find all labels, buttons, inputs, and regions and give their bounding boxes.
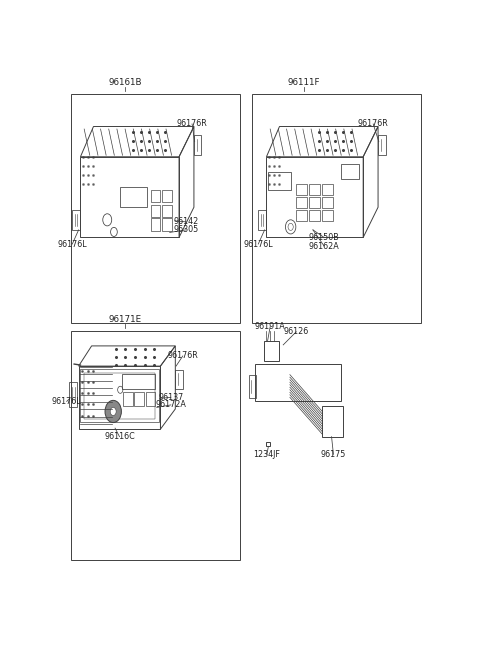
Bar <box>322 196 334 208</box>
Bar <box>71 94 240 323</box>
Bar <box>69 383 77 407</box>
Bar <box>123 392 133 406</box>
Text: 96137: 96137 <box>158 393 183 402</box>
Text: 96191A: 96191A <box>255 322 286 331</box>
Text: 96175: 96175 <box>321 450 346 459</box>
Bar <box>249 375 256 398</box>
Text: 96305: 96305 <box>173 225 198 234</box>
Bar <box>151 189 160 202</box>
Text: 96176L: 96176L <box>52 397 82 406</box>
Text: 96126: 96126 <box>284 328 309 336</box>
Text: 1234JF: 1234JF <box>253 450 280 459</box>
Text: 96172A: 96172A <box>156 400 186 409</box>
Bar <box>309 183 321 195</box>
Bar <box>134 392 144 406</box>
Text: 96171E: 96171E <box>108 315 142 324</box>
Bar <box>258 210 266 230</box>
Bar <box>162 189 172 202</box>
Circle shape <box>110 227 117 236</box>
Text: 96111F: 96111F <box>288 78 320 87</box>
Text: 96176R: 96176R <box>358 119 389 128</box>
Bar <box>151 205 160 217</box>
Bar <box>378 135 385 155</box>
Bar <box>145 392 155 406</box>
Bar <box>84 373 155 419</box>
Bar <box>175 369 183 389</box>
Bar <box>120 187 147 207</box>
Text: 96142: 96142 <box>173 217 198 227</box>
Bar <box>255 364 341 402</box>
Bar <box>341 164 359 179</box>
Bar <box>252 94 421 323</box>
Bar <box>162 205 172 217</box>
Bar <box>264 341 279 361</box>
Circle shape <box>110 407 116 415</box>
Text: 96176R: 96176R <box>177 119 207 128</box>
Bar <box>151 218 160 231</box>
Bar <box>81 369 158 422</box>
Bar <box>122 373 155 389</box>
Bar <box>296 183 307 195</box>
Text: 96176L: 96176L <box>243 240 273 248</box>
Text: 96116C: 96116C <box>104 432 135 441</box>
Circle shape <box>286 220 296 234</box>
Bar <box>194 135 202 155</box>
Bar <box>322 210 334 221</box>
Circle shape <box>105 400 121 422</box>
Text: 96150B: 96150B <box>309 233 339 242</box>
Bar <box>309 196 321 208</box>
Bar <box>71 331 240 560</box>
Bar <box>296 210 307 221</box>
Bar <box>72 210 80 230</box>
Bar <box>309 210 321 221</box>
Bar <box>268 172 291 189</box>
Text: 96176R: 96176R <box>168 352 198 360</box>
Text: 96176L: 96176L <box>58 240 87 248</box>
Text: 96161B: 96161B <box>108 78 142 87</box>
Bar <box>322 183 334 195</box>
Bar <box>162 218 172 231</box>
Bar <box>322 406 343 437</box>
Bar <box>296 196 307 208</box>
Text: 96162A: 96162A <box>309 242 339 251</box>
